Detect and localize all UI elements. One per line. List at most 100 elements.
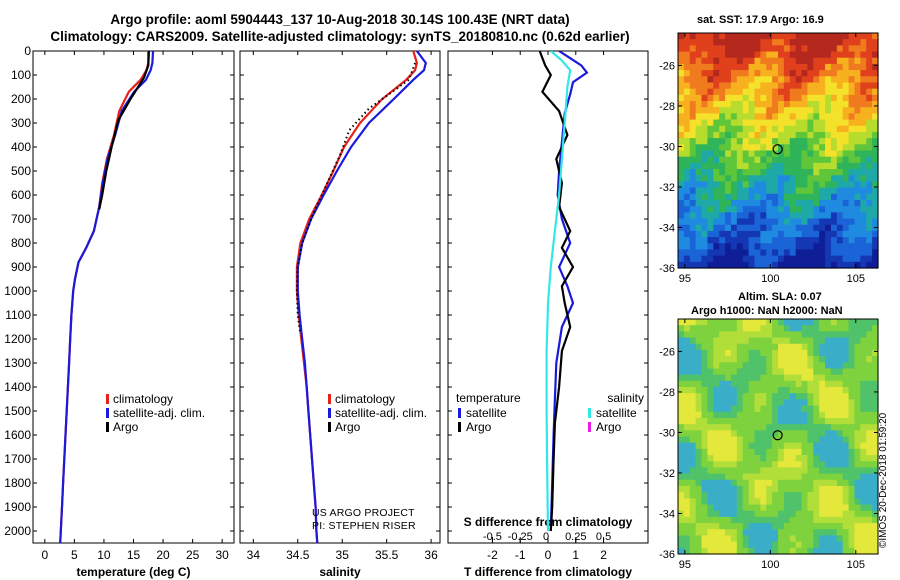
map-cell: [742, 88, 750, 96]
y-tick-label: 1900: [4, 500, 31, 514]
map-cell: [713, 119, 720, 127]
map-cell: [766, 535, 773, 543]
map-cell: [830, 206, 838, 213]
map-cell: [813, 374, 820, 382]
map-cell: [801, 193, 809, 201]
map-cell: [778, 331, 785, 339]
map-cell: [819, 356, 826, 363]
map-cell: [683, 393, 691, 400]
map-cell: [754, 125, 761, 133]
map-cell: [825, 362, 832, 370]
map-cell: [783, 516, 791, 524]
map-cell: [842, 193, 850, 201]
map-cell: [725, 125, 732, 133]
map-cell: [707, 337, 714, 345]
map-cell: [866, 362, 873, 370]
map-cell: [842, 212, 850, 220]
map-cell: [795, 237, 803, 244]
map-cell: [854, 455, 861, 462]
map-cell: [695, 374, 703, 382]
map-cell: [748, 150, 756, 158]
map-cell: [754, 76, 761, 84]
map-cell: [807, 547, 814, 555]
map-cell: [778, 325, 785, 332]
map-cell: [866, 399, 873, 407]
map-cell: [819, 125, 826, 133]
map-cell: [819, 349, 826, 357]
map-cell: [736, 51, 744, 59]
map-cell: [825, 461, 832, 469]
map-cell: [872, 82, 879, 90]
map-cell: [772, 181, 779, 189]
map-cell: [760, 162, 767, 170]
map-cell: [819, 107, 826, 114]
map-cell: [689, 411, 697, 419]
map-cell: [725, 442, 732, 450]
map-cell: [848, 193, 856, 201]
map-cell: [730, 261, 738, 269]
map-cell: [772, 150, 779, 158]
map-cell: [730, 399, 738, 407]
map-cell: [736, 541, 744, 549]
map-cell: [795, 523, 803, 530]
map-cell: [807, 399, 814, 407]
map-cell: [807, 175, 814, 183]
map-cell: [830, 331, 838, 339]
map-cell: [701, 467, 709, 475]
map-cell: [772, 523, 779, 530]
map-cell: [730, 455, 738, 462]
map-cell: [689, 523, 697, 530]
map-cell: [678, 212, 685, 220]
map-cell: [872, 243, 879, 251]
map-cell: [719, 175, 726, 183]
map-cell: [795, 175, 803, 183]
map-cell: [683, 442, 691, 450]
map-cell: [760, 261, 767, 269]
map-cell: [836, 319, 844, 326]
map-cell: [742, 76, 750, 84]
map-cell: [678, 448, 685, 456]
map-cell: [766, 224, 773, 232]
map-cell: [725, 175, 732, 183]
map-cell: [830, 63, 838, 71]
map-cell: [760, 144, 767, 152]
map-cell: [801, 162, 809, 170]
map-cell: [772, 374, 779, 382]
map-cell: [860, 337, 867, 345]
map-cell: [683, 529, 691, 537]
map-cell: [766, 261, 773, 269]
map-cell: [842, 255, 850, 263]
map-cell: [760, 387, 767, 394]
map-cell: [719, 436, 726, 444]
map-cell: [830, 411, 838, 419]
map-cell: [860, 131, 867, 139]
x2-tick-label: -0.25: [508, 531, 533, 543]
map-cell: [678, 249, 685, 257]
map-cell: [725, 144, 732, 152]
map-cell: [783, 467, 791, 475]
map-cell: [866, 33, 873, 40]
map-cell: [754, 175, 761, 183]
map-cell: [778, 442, 785, 450]
map-cell: [836, 504, 844, 512]
map-cell: [754, 107, 761, 114]
map-cell: [713, 82, 720, 90]
map-cell: [830, 498, 838, 506]
map-cell: [748, 436, 756, 444]
map-cell: [801, 101, 809, 108]
map-cell: [848, 473, 856, 481]
map-cell: [695, 442, 703, 450]
map-cell: [748, 529, 756, 537]
map-cell: [801, 249, 809, 257]
map-cell: [789, 492, 797, 499]
map-cell: [689, 399, 697, 407]
map-cell: [695, 516, 703, 524]
map-cell: [795, 181, 803, 189]
map-cell: [807, 113, 814, 121]
map-cell: [836, 510, 844, 518]
map-cell: [695, 150, 703, 158]
map-cell: [683, 101, 691, 108]
map-cell: [872, 374, 879, 382]
map-cell: [713, 356, 720, 363]
map-cell: [819, 119, 826, 127]
